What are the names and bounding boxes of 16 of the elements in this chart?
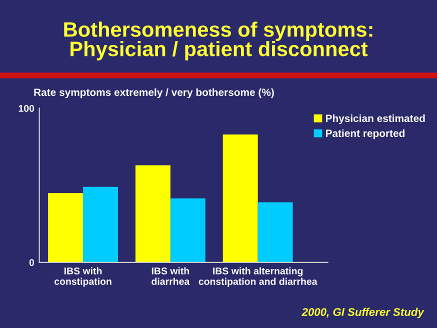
bar — [222, 134, 258, 262]
y-tick-label: 100 — [18, 104, 34, 112]
legend-label: Physician estimated — [326, 114, 425, 124]
bar — [48, 193, 84, 262]
x-tick-label: IBS with diarrhea — [152, 267, 190, 285]
bar — [170, 198, 206, 262]
y-axis-title: Rate symptoms extremely / very bothersome (%) — [34, 88, 274, 98]
bar — [83, 186, 118, 262]
text: 2000, GI Sufferer Study — [302, 308, 424, 318]
chart-title: Bothersomeness of symptoms: Physician / patient disconnect — [64, 22, 372, 60]
legend-label: Patient reported — [326, 129, 404, 140]
x-tick-label: IBS with alternating constipation and diarrhea — [198, 267, 318, 287]
x-tick-label: IBS with constipation — [54, 267, 112, 287]
y-tick-label: 0 — [29, 259, 34, 266]
bar — [135, 165, 170, 262]
bar — [258, 202, 293, 262]
